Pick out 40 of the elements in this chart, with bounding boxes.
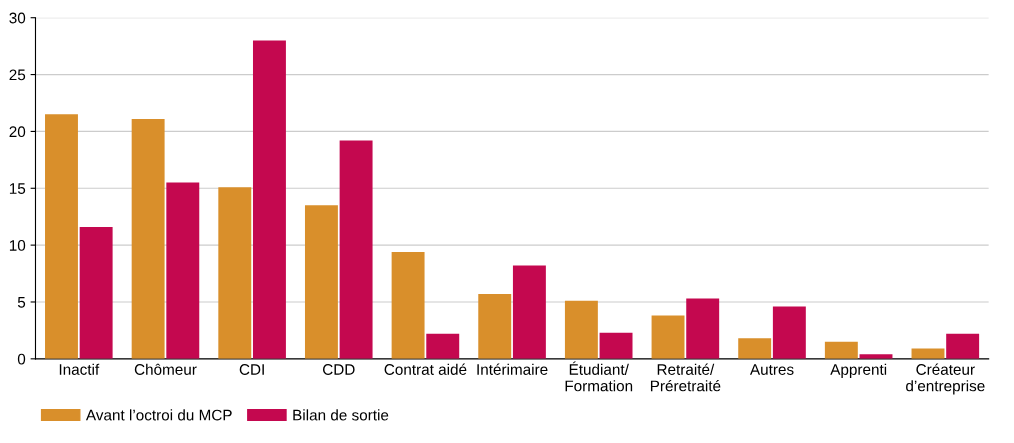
- x-tick-label: Inactif: [59, 363, 100, 375]
- legend-label: Bilan de sortie: [293, 409, 389, 421]
- y-tick-label: 30: [9, 12, 26, 24]
- x-tick-label: Chômeur: [134, 363, 197, 375]
- bar: [79, 226, 113, 359]
- bar: [738, 338, 772, 359]
- bar: [391, 251, 425, 359]
- x-tick-label: Créateur d’entreprise: [906, 363, 985, 395]
- bar: [339, 140, 373, 359]
- bar: [478, 294, 512, 359]
- bar: [252, 40, 286, 359]
- x-tick-label: Étudiant/ Formation: [565, 361, 633, 392]
- x-tick-label: CDD: [322, 364, 355, 375]
- bar: [564, 300, 598, 359]
- bar: [512, 265, 546, 359]
- legend-label: Avant l’octroi du MCP: [85, 409, 232, 421]
- bar: [651, 315, 685, 359]
- bar: [772, 306, 806, 359]
- y-tick-label: 5: [17, 297, 26, 308]
- x-tick-label: Retraité/ Préretraité: [650, 363, 721, 392]
- y-tick-label: 20: [9, 126, 26, 138]
- bar: [218, 187, 252, 359]
- x-tick-label: Contrat aidé: [384, 363, 467, 375]
- bar: [426, 333, 460, 359]
- x-tick-label: Apprenti: [830, 363, 887, 378]
- bar: [946, 333, 980, 359]
- x-tick-label: CDI: [239, 364, 264, 375]
- bar: [686, 298, 720, 359]
- y-tick-label: 10: [9, 239, 26, 251]
- bar: [824, 341, 858, 359]
- bar: [131, 118, 165, 359]
- bar: [304, 205, 338, 359]
- y-tick-label: 15: [9, 183, 26, 194]
- y-tick-label: 0: [17, 353, 26, 365]
- y-tick-label: 25: [9, 69, 26, 81]
- bar: [599, 332, 633, 359]
- x-tick-label: Autres: [749, 364, 794, 375]
- x-tick-label: Intérimaire: [477, 363, 548, 375]
- bar: [45, 114, 78, 359]
- bar: [166, 182, 200, 359]
